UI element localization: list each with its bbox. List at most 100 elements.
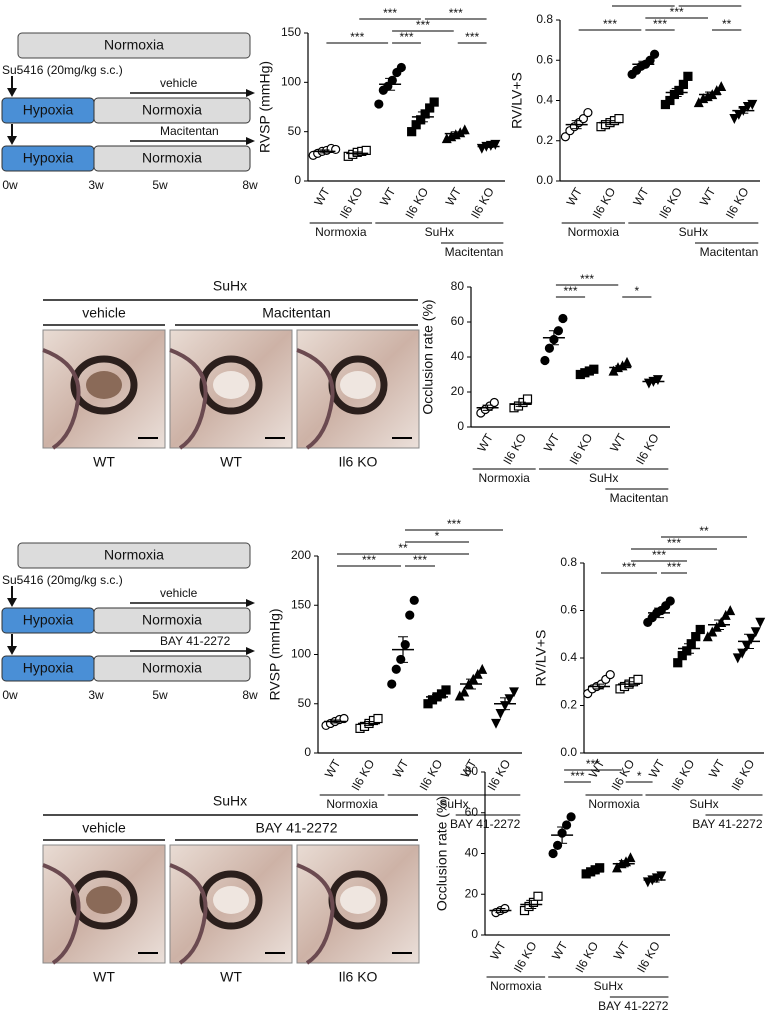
- significance-label: ***: [449, 6, 463, 20]
- y-tick-label: 0.4: [560, 650, 577, 664]
- y-tick-label: 150: [281, 25, 301, 39]
- condition-label: SuHx: [213, 278, 247, 294]
- data-point: [374, 99, 384, 109]
- arrow-head: [7, 88, 17, 97]
- x-tick-label: WT: [311, 185, 333, 209]
- y-tick-label: 100: [281, 75, 301, 89]
- data-point: [477, 663, 488, 674]
- y-tick-label: 80: [465, 764, 479, 778]
- significance-label: ***: [652, 548, 666, 562]
- grouping-label: BAY 41-2272: [692, 817, 763, 831]
- group-label: vehicle: [82, 820, 126, 836]
- x-tick-label: WT: [564, 185, 586, 209]
- x-tick-label: Il6 KO: [417, 757, 446, 793]
- y-tick-label: 0.0: [560, 745, 577, 759]
- y-tick-label: 0.2: [536, 133, 553, 147]
- significance-label: **: [398, 541, 408, 555]
- vessel-lumen: [86, 371, 122, 399]
- timepoint: 3w: [88, 688, 104, 702]
- timepoint: 8w: [242, 688, 258, 702]
- x-tick-label: WT: [474, 431, 496, 455]
- x-tick-label: Il6 KO: [590, 185, 619, 221]
- grouping-label: Normoxia: [588, 797, 640, 811]
- caption: WT: [220, 454, 242, 470]
- x-tick-label: Il6 KO: [723, 185, 752, 221]
- y-tick-label: 0.8: [560, 555, 577, 569]
- x-tick-label: Il6 KO: [567, 431, 596, 467]
- normoxia-box: [93, 97, 251, 124]
- vessel-lumen: [213, 371, 249, 399]
- x-tick-label: Il6 KO: [609, 757, 638, 793]
- data-point: [737, 648, 748, 659]
- x-tick-label: Il6 KO: [669, 757, 698, 793]
- data-point: [331, 144, 341, 155]
- data-point: [495, 708, 506, 719]
- data-point: [755, 617, 766, 628]
- y-axis-label: RVSP (mmHg): [257, 61, 273, 153]
- data-point: [396, 62, 406, 73]
- significance-label: ***: [563, 284, 577, 298]
- phase-box: [17, 542, 251, 569]
- data-point: [702, 631, 713, 642]
- x-tick-label: WT: [630, 185, 652, 209]
- x-tick-label: WT: [443, 185, 465, 209]
- data-point: [472, 668, 483, 679]
- x-tick-label: Il6 KO: [468, 185, 497, 221]
- grouping-label: SuHx: [679, 225, 708, 239]
- grouping-label: SuHx: [425, 225, 454, 239]
- x-tick-label: WT: [487, 939, 509, 963]
- y-axis-label: RVSP (mmHg): [267, 608, 283, 700]
- phase-label: Normoxia: [142, 612, 202, 628]
- vessel-lumen: [213, 886, 249, 914]
- data-point: [656, 871, 667, 882]
- data-point: [695, 624, 705, 635]
- significance-label: ***: [350, 30, 364, 44]
- significance-label: ***: [465, 30, 479, 44]
- data-point: [622, 356, 632, 367]
- data-point: [490, 139, 501, 150]
- arrow-head: [7, 646, 17, 655]
- y-axis-label: Occlusion rate (%): [434, 796, 450, 911]
- grouping-label: Normoxia: [326, 797, 378, 811]
- group-label: vehicle: [82, 305, 126, 321]
- arrow-head: [7, 598, 17, 607]
- y-tick-label: 0.6: [536, 52, 553, 66]
- data-point: [665, 596, 675, 606]
- vessel-wall: [70, 355, 138, 415]
- x-tick-label: Il6 KO: [349, 757, 378, 793]
- drug-label: Su5416 (20mg/kg s.c.): [2, 63, 123, 77]
- grouping-label: Normoxia: [478, 471, 530, 485]
- data-point: [716, 81, 727, 92]
- normoxia-box: [93, 655, 251, 682]
- significance-label: ***: [383, 6, 397, 20]
- significance-label: ***: [413, 553, 427, 567]
- significance-label: *: [435, 529, 440, 543]
- phase-label: Normoxia: [104, 37, 164, 53]
- grouping-label: Normoxia: [315, 225, 367, 239]
- data-point: [729, 114, 740, 124]
- data-point: [583, 107, 593, 118]
- caption: Il6 KO: [339, 454, 378, 470]
- phase-label: Hypoxia: [23, 102, 74, 118]
- x-tick-label: WT: [377, 185, 399, 209]
- grouping-label: SuHx: [594, 979, 623, 993]
- data-point: [707, 626, 718, 637]
- significance-label: ***: [622, 560, 636, 574]
- grouping-label: Macitentan: [700, 245, 759, 259]
- y-tick-label: 0: [294, 173, 301, 187]
- arrow-head: [246, 89, 255, 97]
- data-point: [720, 609, 731, 620]
- caption: WT: [220, 969, 242, 985]
- arrow-head: [7, 136, 17, 145]
- arrow-head: [246, 599, 255, 607]
- data-point: [560, 132, 571, 142]
- data-point: [544, 343, 555, 353]
- x-tick-label: Il6 KO: [656, 185, 685, 221]
- normoxia-box: [93, 607, 251, 634]
- phase-label: Normoxia: [142, 660, 202, 676]
- y-tick-label: 0.0: [536, 173, 553, 187]
- treatment-label: vehicle: [160, 586, 198, 600]
- data-point: [387, 679, 397, 689]
